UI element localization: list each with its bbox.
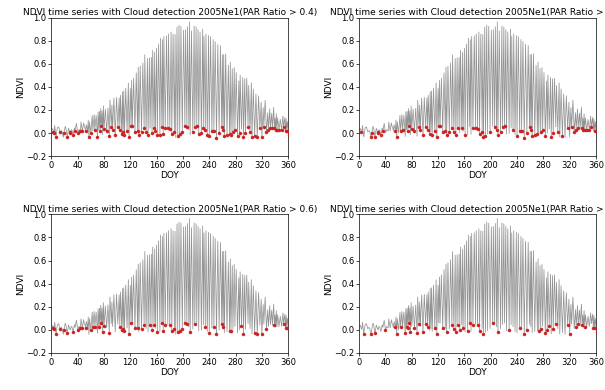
Y-axis label: NDVI: NDVI bbox=[324, 76, 333, 98]
Y-axis label: NDVI: NDVI bbox=[324, 273, 333, 295]
X-axis label: DOY: DOY bbox=[468, 368, 487, 377]
Title: NDVI time series with Cloud detection 2005Ne1(PAR Ratio > 0.7): NDVI time series with Cloud detection 20… bbox=[330, 205, 605, 214]
X-axis label: DOY: DOY bbox=[468, 171, 487, 181]
X-axis label: DOY: DOY bbox=[160, 171, 179, 181]
X-axis label: DOY: DOY bbox=[160, 368, 179, 377]
Y-axis label: NDVI: NDVI bbox=[16, 273, 25, 295]
Y-axis label: NDVI: NDVI bbox=[16, 76, 25, 98]
Title: NDVI time series with Cloud detection 2005Ne1(PAR Ratio > 0.6): NDVI time series with Cloud detection 20… bbox=[22, 205, 317, 214]
Title: NDVI time series with Cloud detection 2005Ne1(PAR Ratio > 0.5): NDVI time series with Cloud detection 20… bbox=[330, 8, 605, 17]
Title: NDVI time series with Cloud detection 2005Ne1(PAR Ratio > 0.4): NDVI time series with Cloud detection 20… bbox=[22, 8, 317, 17]
